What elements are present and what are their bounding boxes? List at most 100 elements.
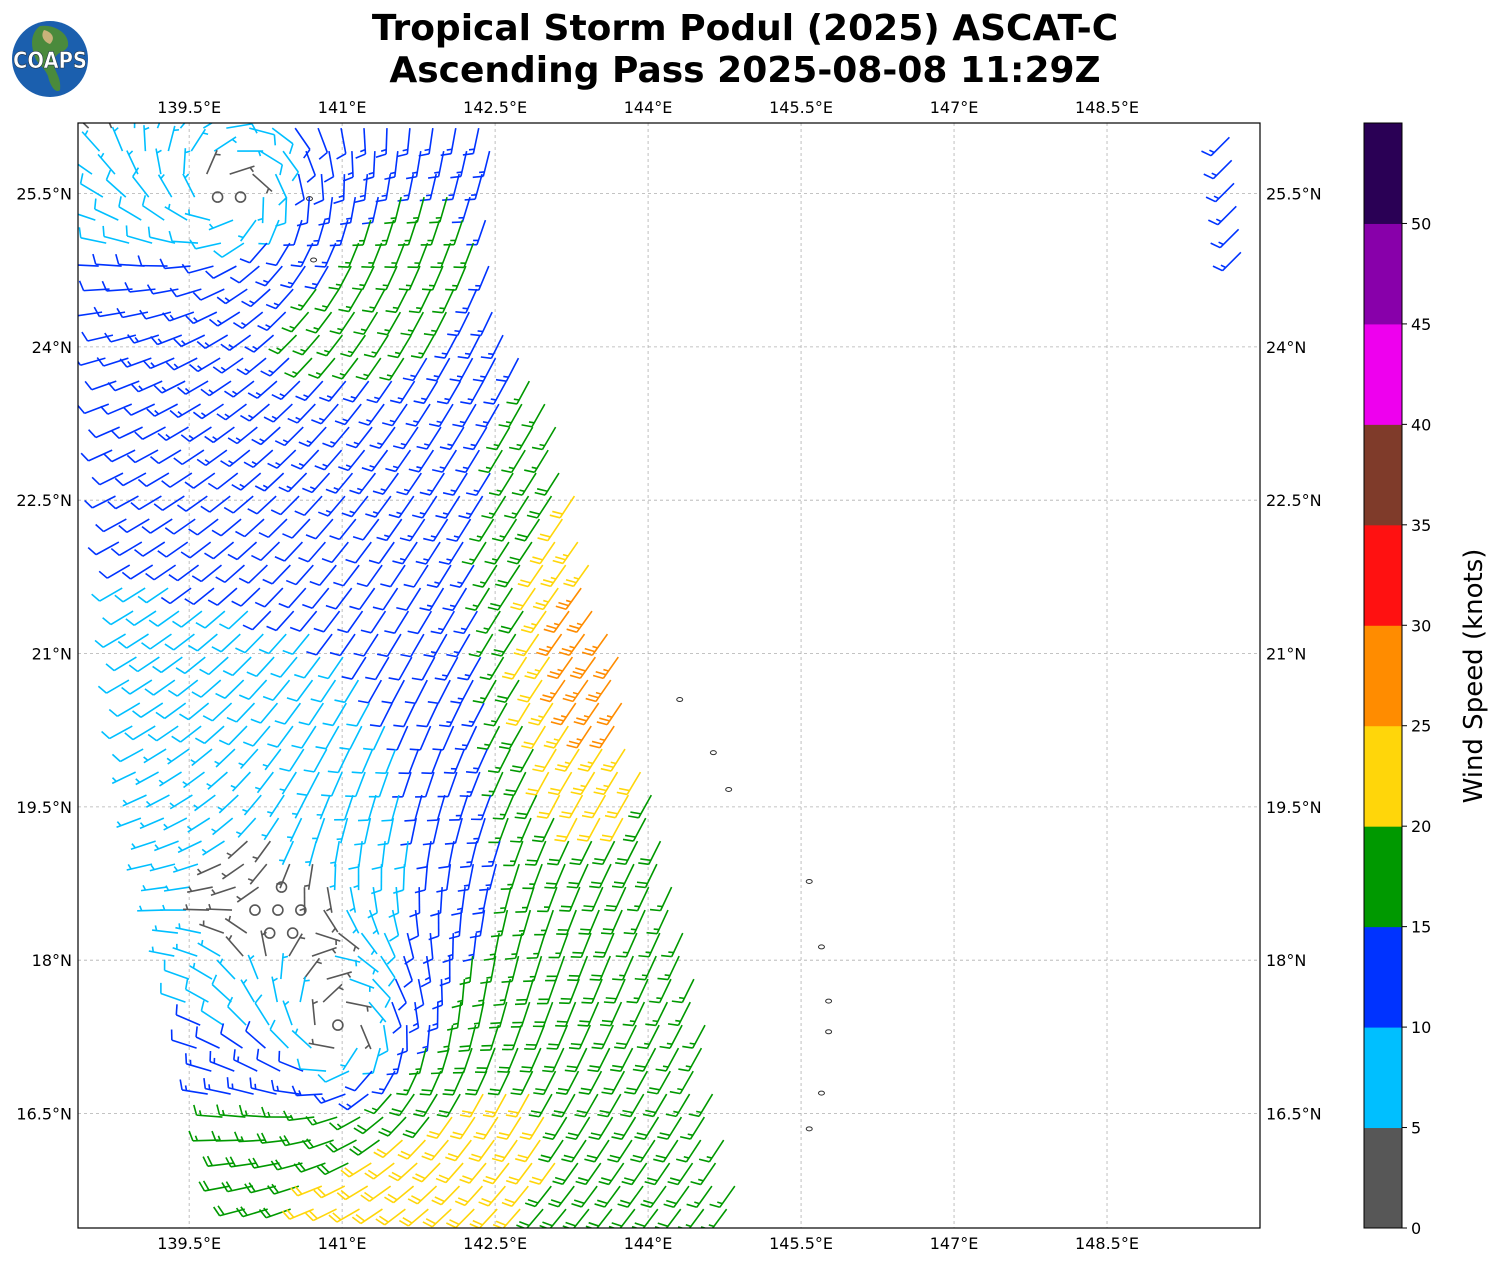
wind-barb bbox=[600, 748, 626, 772]
wind-barb bbox=[160, 982, 186, 1003]
wind-barb bbox=[288, 933, 306, 957]
wind-barb bbox=[420, 955, 432, 988]
colorbar-tick-label: 20 bbox=[1411, 817, 1431, 836]
wind-barb bbox=[584, 1139, 610, 1163]
wind-barb bbox=[394, 978, 407, 1011]
wind-barb bbox=[375, 748, 397, 775]
wind-barb bbox=[265, 242, 291, 267]
wind-barb bbox=[235, 518, 265, 538]
wind-barb bbox=[134, 541, 166, 557]
wind-barb bbox=[108, 702, 141, 717]
wind-barb bbox=[143, 125, 150, 152]
wind-barb bbox=[216, 958, 236, 980]
wind-barb bbox=[372, 472, 400, 495]
wind-barb bbox=[355, 357, 382, 381]
wind-barb bbox=[298, 426, 327, 448]
wind-barb bbox=[262, 564, 291, 585]
wind-barb bbox=[588, 1116, 614, 1141]
wind-barb bbox=[408, 288, 432, 314]
wind-barb bbox=[492, 1208, 521, 1228]
wind-barb bbox=[366, 380, 393, 404]
wind-barb bbox=[400, 633, 425, 658]
wind-barb bbox=[486, 426, 511, 451]
wind-barb bbox=[515, 1139, 541, 1163]
wind-barb bbox=[524, 1185, 552, 1208]
wind-barb bbox=[491, 1139, 518, 1163]
wind-barb bbox=[97, 152, 116, 175]
wind-barb bbox=[206, 903, 233, 911]
wind-barb bbox=[166, 748, 190, 765]
wind-barb bbox=[78, 264, 99, 267]
wind-barb bbox=[111, 126, 124, 152]
colorbar-bin bbox=[1364, 1127, 1402, 1229]
wind-barb bbox=[547, 840, 570, 866]
wind-barb bbox=[472, 564, 498, 588]
wind-barb bbox=[604, 794, 630, 819]
wind-barb bbox=[102, 225, 130, 244]
wind-barb bbox=[371, 1070, 396, 1095]
wind-barb bbox=[461, 541, 487, 565]
wind-barb bbox=[249, 127, 277, 146]
wind-barb bbox=[657, 1116, 683, 1140]
colorbar-bin bbox=[1364, 424, 1402, 526]
wind-barb bbox=[108, 123, 113, 129]
wind-barb bbox=[451, 886, 466, 916]
colorbar-bin bbox=[1364, 625, 1402, 727]
wind-barb bbox=[150, 334, 183, 346]
wind-barb bbox=[305, 1208, 337, 1222]
wind-barb bbox=[363, 151, 376, 181]
wind-barb bbox=[158, 771, 182, 787]
wind-barb bbox=[338, 932, 360, 952]
wind-barb bbox=[184, 472, 216, 489]
wind-barb bbox=[262, 679, 291, 701]
wind-barb bbox=[505, 702, 531, 727]
wind-barb bbox=[400, 311, 425, 336]
wind-barb bbox=[479, 656, 505, 681]
wind-barb bbox=[1210, 228, 1240, 249]
wind-barb bbox=[492, 794, 515, 820]
wind-barb bbox=[484, 541, 510, 565]
wind-barb bbox=[117, 633, 149, 649]
wind-barb bbox=[326, 971, 352, 980]
wind-barb bbox=[201, 840, 225, 856]
wind-barb bbox=[170, 1029, 197, 1049]
wind-barb bbox=[408, 449, 435, 473]
wind-barb bbox=[622, 1001, 646, 1027]
wind-barb bbox=[481, 771, 504, 797]
wind-barb bbox=[229, 165, 255, 175]
wind-barb bbox=[542, 1047, 565, 1073]
wind-barb bbox=[125, 610, 157, 627]
wind-barb bbox=[189, 239, 222, 250]
wind-barb bbox=[381, 794, 400, 822]
wind-barb bbox=[578, 909, 600, 935]
wind-barb bbox=[133, 123, 136, 129]
wind-barb bbox=[282, 1000, 293, 1026]
wind-barb bbox=[262, 748, 282, 771]
wind-barb bbox=[276, 863, 291, 889]
wind-barb bbox=[407, 610, 433, 635]
wind-barb bbox=[569, 656, 597, 680]
wind-barb bbox=[446, 633, 471, 658]
lon-tick-label-bottom: 144°E bbox=[624, 1234, 673, 1253]
wind-barb bbox=[368, 909, 380, 935]
island-outline bbox=[805, 1126, 813, 1132]
wind-barb bbox=[222, 656, 252, 677]
wind-barb bbox=[661, 932, 684, 958]
wind-barb bbox=[96, 357, 129, 367]
wind-barb bbox=[369, 702, 393, 728]
wind-barb bbox=[421, 265, 444, 291]
wind-barb bbox=[489, 1001, 508, 1029]
wind-barb bbox=[621, 1162, 648, 1186]
lon-tick-label-top: 147°E bbox=[930, 98, 979, 117]
wind-barb bbox=[193, 1104, 223, 1118]
lat-tick-label-right: 18°N bbox=[1266, 951, 1306, 970]
wind-barb bbox=[121, 679, 153, 695]
wind-barb bbox=[559, 794, 584, 819]
lat-tick-label-left: 16.5°N bbox=[16, 1105, 72, 1124]
wind-barb bbox=[152, 656, 183, 674]
wind-barb bbox=[116, 817, 142, 829]
wind-barb bbox=[299, 887, 306, 914]
wind-barb bbox=[565, 1116, 591, 1141]
wind-barb bbox=[564, 1047, 588, 1073]
